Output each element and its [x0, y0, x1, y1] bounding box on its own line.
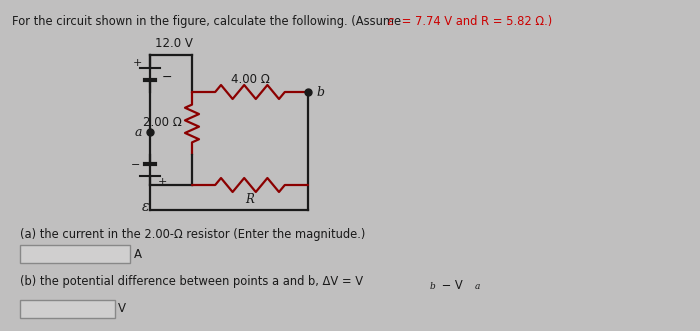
Text: A: A [134, 248, 142, 260]
Text: V: V [118, 303, 126, 315]
Text: a: a [134, 125, 142, 138]
Text: ε: ε [142, 200, 150, 214]
Text: (b) the potential difference between points a and b, ΔV = V: (b) the potential difference between poi… [20, 275, 363, 288]
Text: For the circuit shown in the figure, calculate the following. (Assume: For the circuit shown in the figure, cal… [12, 15, 405, 28]
Text: R: R [246, 193, 254, 206]
Text: 4.00 Ω: 4.00 Ω [230, 73, 270, 86]
Text: −: − [162, 71, 172, 83]
Text: 12.0 V: 12.0 V [155, 37, 193, 50]
Text: b: b [430, 282, 435, 291]
Text: a: a [475, 282, 480, 291]
Text: +: + [158, 177, 167, 187]
Text: (a) the current in the 2.00-Ω resistor (Enter the magnitude.): (a) the current in the 2.00-Ω resistor (… [20, 228, 365, 241]
FancyBboxPatch shape [20, 245, 130, 263]
Text: +: + [132, 58, 142, 68]
Text: −: − [131, 160, 140, 170]
Text: 2.00 Ω: 2.00 Ω [143, 117, 182, 129]
FancyBboxPatch shape [20, 300, 115, 318]
Text: b: b [316, 85, 324, 99]
Text: ε: ε [388, 15, 394, 28]
Text: = 7.74 V and R = 5.82 Ω.): = 7.74 V and R = 5.82 Ω.) [398, 15, 552, 28]
Text: − V: − V [438, 279, 463, 292]
